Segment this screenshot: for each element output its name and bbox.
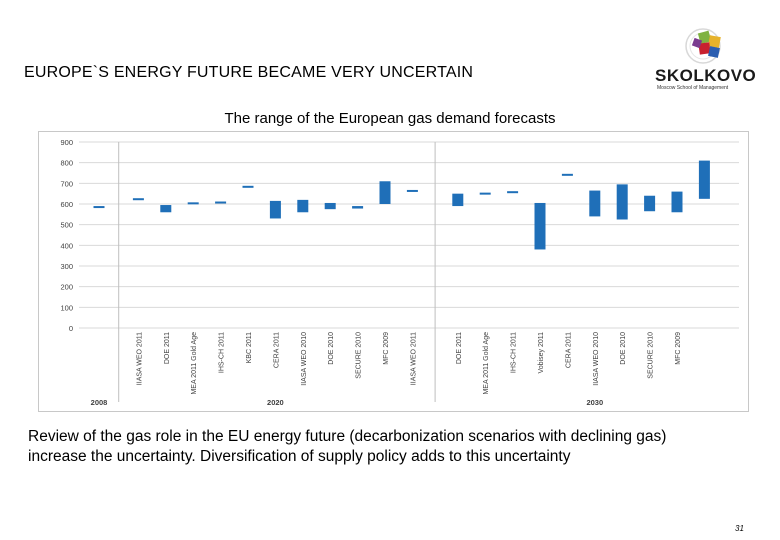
x-category-label: DOE 2011	[456, 332, 463, 364]
x-category-label: MEA 2011 Gold Age	[483, 332, 490, 395]
forecast-bar	[352, 206, 364, 209]
y-tick-label: 200	[60, 283, 73, 292]
skolkovo-logo: SKOLKOVO Moscow School of Management	[655, 26, 756, 96]
logo-cube-icon	[685, 28, 721, 64]
x-category-label: KBC 2011	[246, 332, 253, 363]
x-category-label: CERA 2011	[273, 332, 280, 368]
x-category-label: IIASA WEO 2010	[301, 332, 308, 386]
forecast-bar	[187, 202, 199, 205]
y-tick-label: 400	[60, 241, 73, 250]
forecast-bar	[160, 205, 172, 213]
y-tick-label: 0	[69, 324, 73, 333]
x-category-label: MFC 2009	[383, 332, 390, 365]
forecast-bar	[671, 191, 683, 213]
x-category-label: Vobisey 2011	[538, 332, 545, 374]
y-tick-label: 500	[60, 221, 73, 230]
x-category-label: IIASA WEO 2010	[593, 332, 600, 386]
x-category-label: MEA 2011 Gold Age	[191, 332, 198, 395]
forecast-bar	[561, 173, 573, 176]
x-category-label: MFC 2009	[675, 332, 682, 365]
y-tick-label: 800	[60, 159, 73, 168]
y-tick-label: 900	[60, 138, 73, 147]
x-group-label: 2008	[91, 398, 108, 407]
x-category-label: DOE 2010	[620, 332, 627, 365]
forecast-bar	[93, 206, 105, 209]
body-text: Review of the gas role in the EU energy …	[28, 428, 667, 465]
x-category-label: IIASA WEO 2011	[410, 332, 417, 385]
x-category-label: SECURE 2010	[356, 332, 363, 379]
logo-wordmark: SKOLKOVO	[655, 66, 757, 85]
forecast-bar	[406, 189, 418, 192]
chart-frame: 0 100 200 300 400 500 600 700 800 900 IIASA WEO 20…	[38, 131, 749, 412]
forecast-bar	[215, 201, 227, 204]
x-category-label: IHS-CH 2011	[219, 332, 226, 373]
forecast-bar	[242, 185, 254, 188]
x-category-label: CERA 2011	[565, 332, 572, 368]
forecast-bar	[589, 190, 601, 217]
x-group-label: 2020	[267, 398, 284, 407]
y-tick-label: 300	[60, 262, 73, 271]
logo-tagline: Moscow School of Management	[657, 85, 729, 91]
forecast-bar	[698, 160, 710, 199]
slide-title: EUROPE`S ENERGY FUTURE BECAME VERY UNCER…	[24, 64, 474, 81]
forecast-bar	[507, 191, 519, 194]
x-category-label: IHS-CH 2011	[511, 332, 518, 373]
forecast-bar	[534, 202, 546, 250]
y-tick-label: 700	[60, 179, 73, 188]
forecast-bar	[132, 198, 144, 201]
gas-demand-chart: 0 100 200 300 400 500 600 700 800 900 IIASA WEO 20…	[60, 138, 739, 407]
x-group-label: 2030	[586, 398, 603, 407]
forecast-bar	[269, 200, 281, 219]
page-number: 31	[735, 524, 744, 533]
forecast-bar	[452, 193, 464, 207]
y-tick-label: 100	[60, 303, 73, 312]
x-category-label: DOE 2010	[328, 332, 335, 365]
forecast-bar	[479, 192, 491, 195]
forecast-bar	[379, 181, 391, 204]
x-category-label: SECURE 2010	[648, 332, 655, 379]
x-category-label: DOE 2011	[164, 332, 171, 364]
forecast-bar	[297, 199, 309, 213]
forecast-bar	[644, 195, 656, 212]
forecast-bar	[324, 202, 336, 210]
x-category-label: IIASA WEO 2011	[136, 332, 143, 385]
chart-title: The range of the European gas demand for…	[224, 110, 556, 127]
forecast-bar	[616, 184, 628, 220]
y-tick-label: 600	[60, 200, 73, 209]
